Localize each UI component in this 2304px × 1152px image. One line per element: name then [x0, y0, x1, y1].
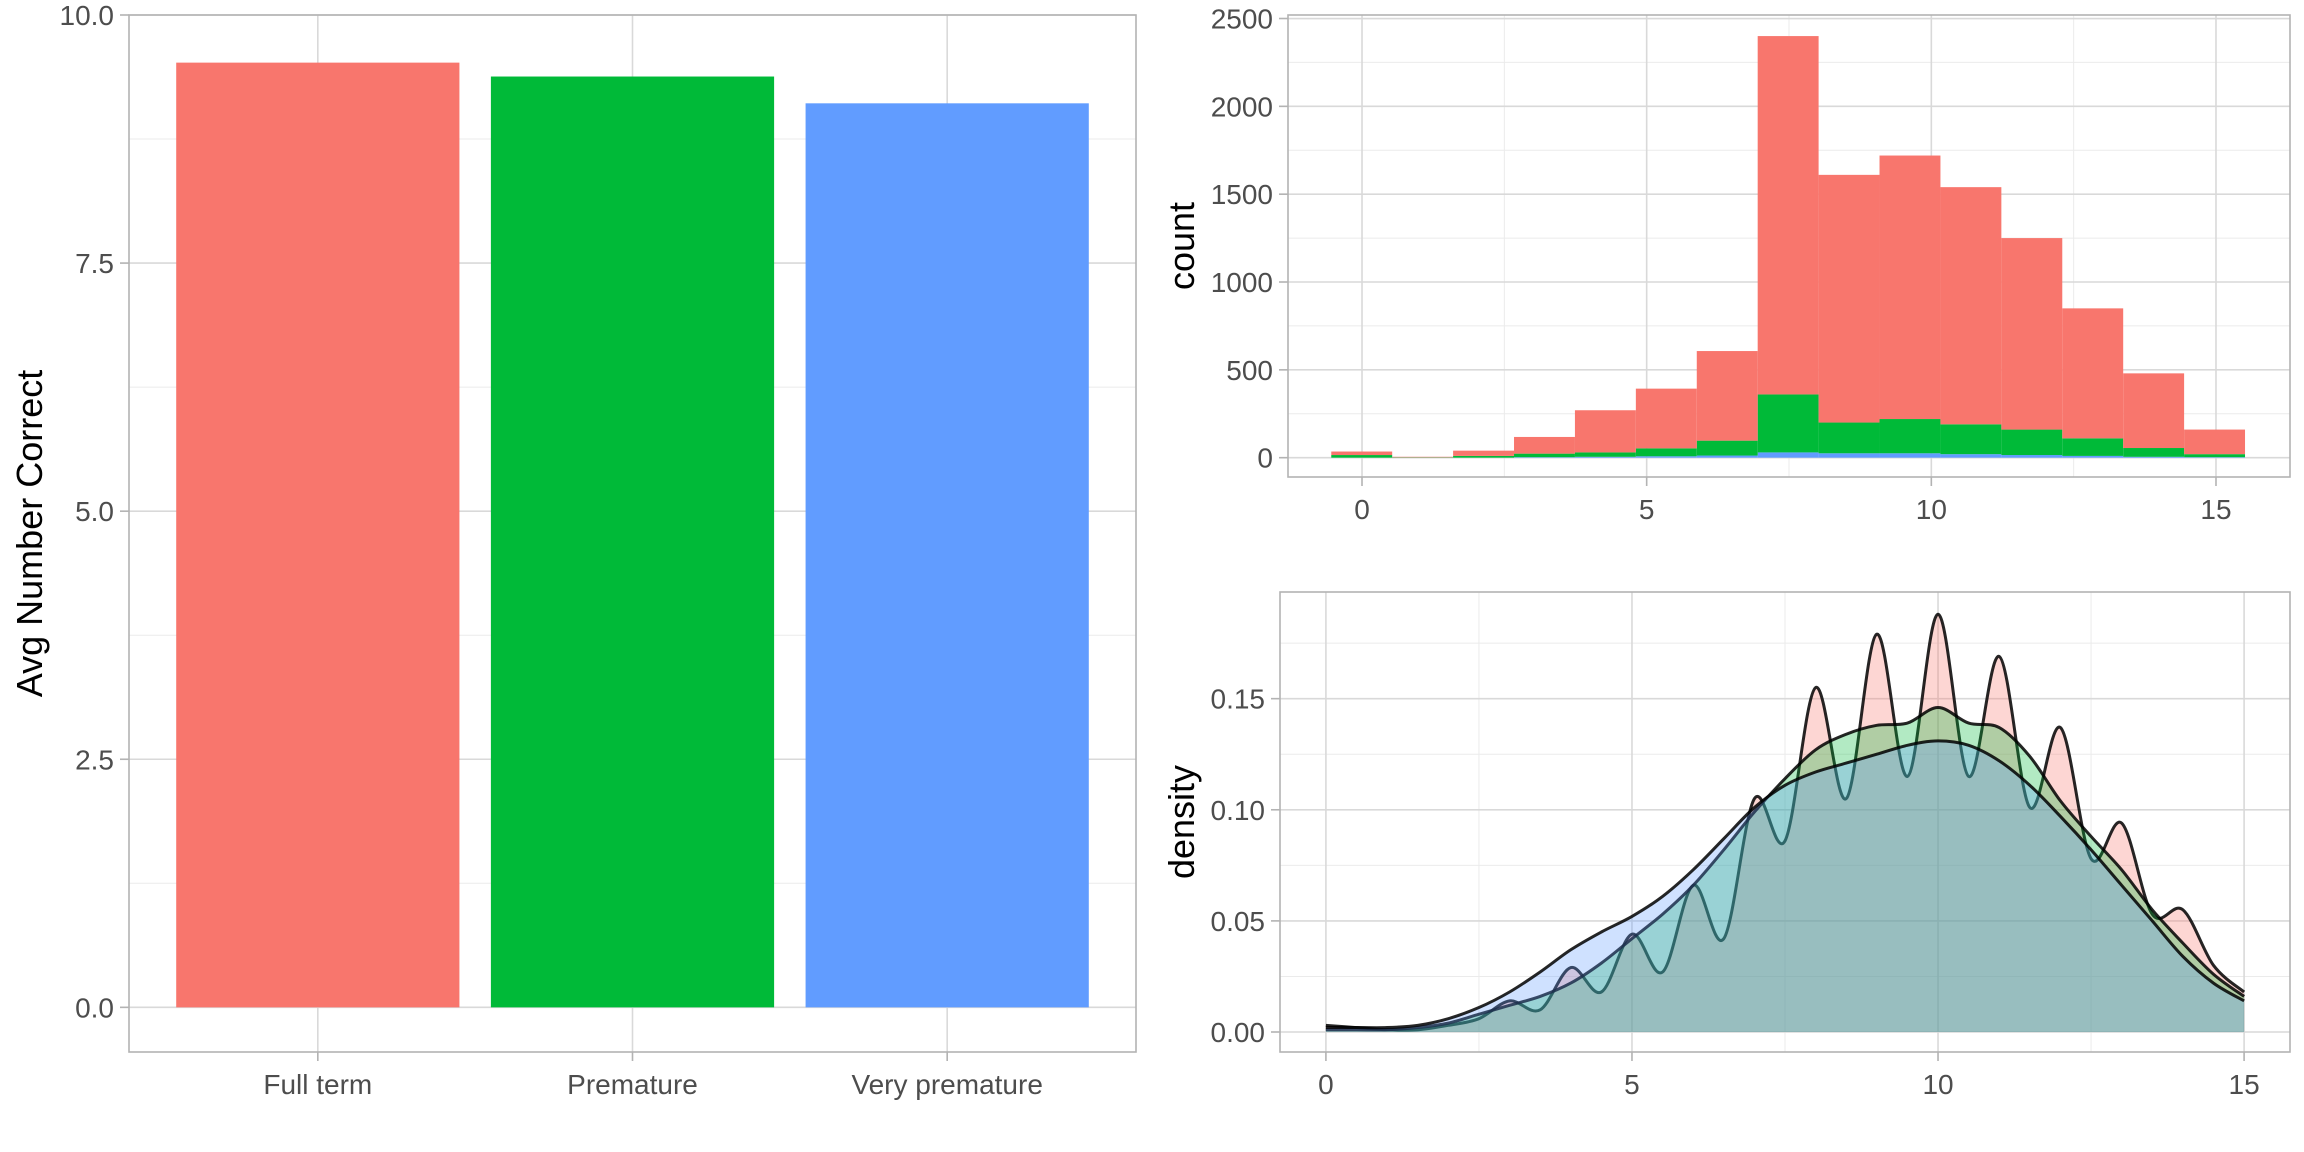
histogram-bar-series-2	[1392, 456, 1454, 458]
histogram-bar-series-2	[2123, 373, 2185, 449]
panel-border	[1279, 591, 2291, 1053]
histogram-bar-series-0	[2123, 456, 2185, 458]
histogram-bar-series-1	[2062, 438, 2124, 456]
histogram-bar-series-2	[1514, 436, 1575, 454]
density-area-series-0	[1325, 740, 2245, 1032]
y-tick-label: 0.05	[1211, 906, 1266, 937]
y-axis-title: Avg Number Correct	[9, 370, 50, 697]
x-tick-label: 10	[1922, 1069, 1953, 1100]
histogram-bar-series-1	[2184, 454, 2246, 458]
y-axis-title: density	[1161, 765, 1202, 879]
density-panel: 0.00 0.05 0.10 0.15 0 5 10 15 density	[1161, 591, 2291, 1100]
histogram-bar-series-2	[1940, 187, 2002, 425]
density-line-series-1	[1325, 706, 2245, 1032]
x-tick-label: Full term	[263, 1069, 372, 1100]
x-tick-label: 0	[1318, 1069, 1334, 1100]
histogram-bar-series-1	[1574, 452, 1636, 457]
histogram-bar-series-2	[2184, 429, 2246, 455]
histogram-bar-series-0	[1879, 453, 1941, 458]
histogram-bar-series-2	[1696, 351, 1758, 441]
histogram-panel: 0 500 1000 1500 2000 2500 0 5 10 15 count	[1161, 4, 2291, 525]
histogram-bar-series-0	[1696, 455, 1758, 458]
histogram-bar-series-2	[1453, 450, 1515, 456]
y-tick-label: 2500	[1211, 4, 1273, 35]
y-tick-label: 10.0	[60, 0, 115, 31]
histogram-bar-series-0	[1818, 453, 1880, 458]
histogram-bar-series-0	[2184, 457, 2246, 458]
x-tick-label: 10	[1916, 494, 1947, 525]
histogram-bar-series-0	[1514, 457, 1575, 458]
histogram-bar-series-0	[2062, 455, 2124, 458]
bar-chart-panel: 0.0 2.5 5.0 7.5 10.0 Full term Premature Very p…	[9, 0, 1137, 1100]
histogram-bar-series-1	[1331, 455, 1393, 458]
y-tick-label: 500	[1226, 355, 1273, 386]
density-area-series-1	[1325, 707, 2245, 1032]
bar-very-premature	[805, 103, 1089, 1008]
y-axis-title: count	[1161, 202, 1202, 290]
histogram-bar-series-2	[1879, 155, 1941, 420]
y-tick-label: 0.10	[1211, 795, 1266, 826]
histogram-bar-series-2	[2001, 238, 2063, 430]
histogram-bar-series-0	[1940, 454, 2002, 458]
density-area-series-2	[1325, 614, 2245, 1032]
x-tick-label: 0	[1354, 494, 1370, 525]
bar-premature	[490, 76, 775, 1008]
histogram-bar-series-2	[1757, 36, 1819, 395]
x-tick-label: 15	[2229, 1069, 2260, 1100]
density-line-series-2	[1325, 612, 2246, 1032]
histogram-bar-series-0	[1757, 452, 1819, 458]
x-tick-label: 15	[2200, 494, 2231, 525]
y-tick-label: 1500	[1211, 179, 1273, 210]
x-tick-label: Premature	[567, 1069, 698, 1100]
histogram-bar-series-2	[1574, 410, 1636, 453]
histogram-bar-series-1	[1453, 455, 1515, 458]
y-tick-label: 2000	[1211, 91, 1273, 122]
y-tick-label: 7.5	[75, 248, 114, 279]
histogram-bar-series-1	[1696, 440, 1758, 456]
y-tick-label: 2.5	[75, 744, 114, 775]
bar-full-term	[176, 62, 460, 1008]
y-tick-label: 0.0	[75, 992, 114, 1023]
histogram-bar-series-2	[2062, 308, 2124, 439]
density-line-series-0	[1325, 739, 2245, 1030]
histogram-bar-series-1	[2123, 448, 2185, 457]
y-tick-label: 0.00	[1211, 1017, 1266, 1048]
histogram-bar-series-1	[1818, 422, 1880, 454]
histogram-bar-series-0	[2001, 455, 2063, 458]
histogram-bar-series-1	[1757, 394, 1819, 453]
histogram-bar-series-1	[2001, 429, 2063, 456]
y-tick-label: 0.15	[1211, 684, 1266, 715]
y-tick-label: 5.0	[75, 496, 114, 527]
histogram-bar-series-2	[1331, 451, 1393, 456]
histogram-bar-series-1	[1940, 424, 2002, 455]
y-tick-label: 1000	[1211, 267, 1273, 298]
histogram-bar-series-1	[1514, 453, 1575, 458]
x-tick-label: Very premature	[851, 1069, 1042, 1100]
histogram-bar-series-2	[1635, 388, 1697, 449]
panel-border	[1287, 14, 2291, 478]
histogram-bar-series-1	[1635, 448, 1697, 457]
histogram-bar-series-0	[1574, 456, 1636, 458]
x-tick-label: 5	[1624, 1069, 1640, 1100]
histogram-bar-series-0	[1635, 456, 1697, 458]
histogram-bar-series-2	[1818, 174, 1880, 423]
y-tick-label: 0	[1257, 443, 1273, 474]
histogram-bar-series-1	[1879, 419, 1941, 454]
x-tick-label: 5	[1639, 494, 1655, 525]
